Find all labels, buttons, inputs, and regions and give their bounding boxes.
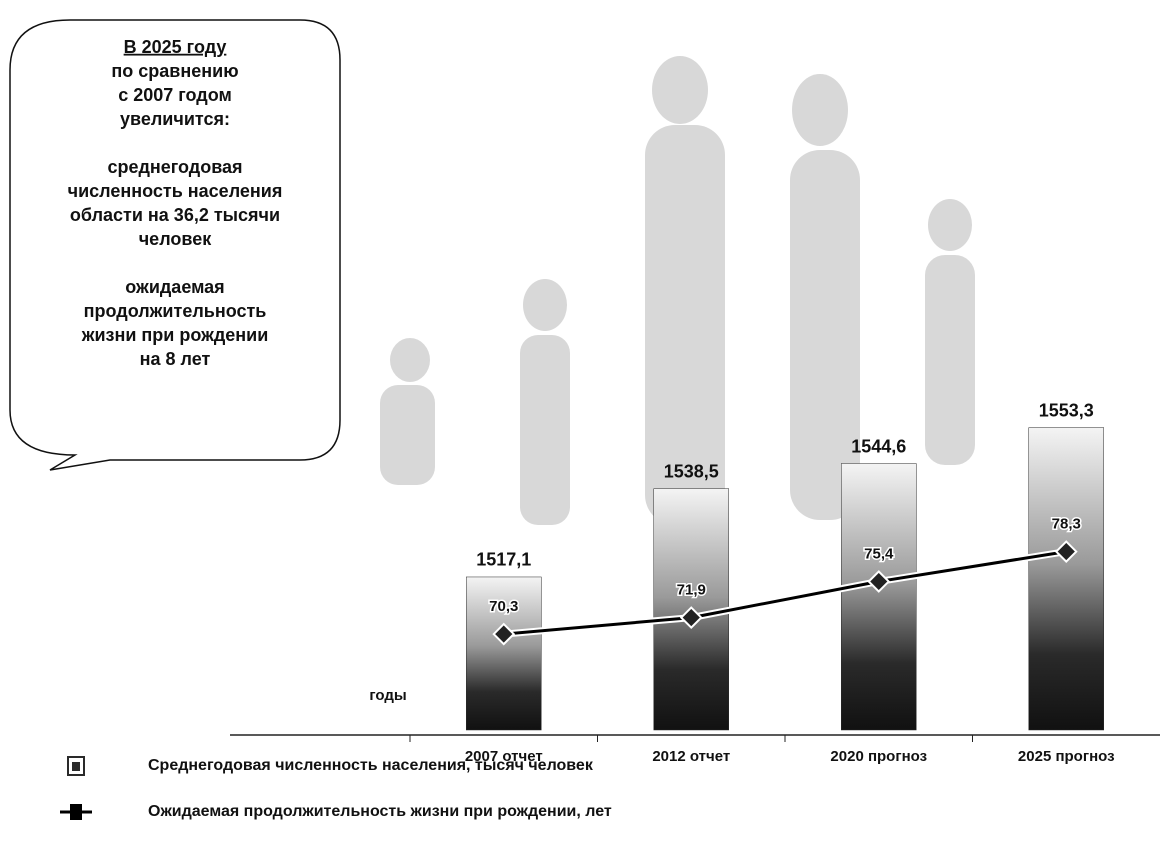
line-value-label: 70,3 xyxy=(489,598,518,615)
x-tick-label: 2020 прогноз xyxy=(830,748,927,765)
annotation-line: среднегодовая xyxy=(107,157,242,177)
bar xyxy=(466,576,542,731)
silhouettes xyxy=(380,56,975,525)
line-marker xyxy=(1054,540,1078,564)
x-tick-label: 2012 отчет xyxy=(652,748,730,765)
annotation-line: ожидаемая xyxy=(125,277,224,297)
bar-value-label: 1553,3 xyxy=(1039,400,1094,420)
line-value-label: 78,3 xyxy=(1052,516,1081,533)
annotation-line: по сравнению xyxy=(111,61,238,81)
annotation-line: В 2025 году xyxy=(124,37,227,57)
line-marker xyxy=(679,606,703,630)
x-tick-label: 2025 прогноз xyxy=(1018,748,1115,765)
annotation-line: с 2007 годом xyxy=(118,85,232,105)
line xyxy=(503,550,1067,636)
bar-value-label: 1517,1 xyxy=(476,550,531,570)
line-marker xyxy=(867,570,891,593)
legend-label: Среднегодовая численность населения, тыс… xyxy=(148,757,594,774)
line-value-label: 75,4 xyxy=(864,545,894,562)
bar xyxy=(1028,427,1104,731)
legend-marker xyxy=(70,804,82,820)
annotation-line: области на 36,2 тысячи xyxy=(70,205,280,225)
legend-swatch-inner xyxy=(72,762,80,771)
x-axis-label: годы xyxy=(369,687,406,704)
annotation-line: на 8 лет xyxy=(140,349,211,369)
annotation-line: человек xyxy=(139,229,212,249)
bar-value-label: 1538,5 xyxy=(664,461,719,481)
annotation-line: продолжительность xyxy=(84,301,267,321)
annotation-line: жизни при рождении xyxy=(81,325,269,345)
annotation-line: увеличится: xyxy=(120,109,230,129)
x-tick-label: 2007 отчет xyxy=(465,748,543,765)
annotation: В 2025 году по сравнению с 2007 годом увели… xyxy=(68,37,283,369)
legend-label: Ожидаемая продолжительность жизни при ро… xyxy=(148,803,612,820)
speech-bubble xyxy=(9,19,341,471)
annotation-line: численность населения xyxy=(68,181,283,201)
line-value-label: 71,9 xyxy=(677,582,706,599)
bar-value-label: 1544,6 xyxy=(851,436,906,456)
bar xyxy=(841,463,917,731)
line-marker xyxy=(492,622,516,646)
